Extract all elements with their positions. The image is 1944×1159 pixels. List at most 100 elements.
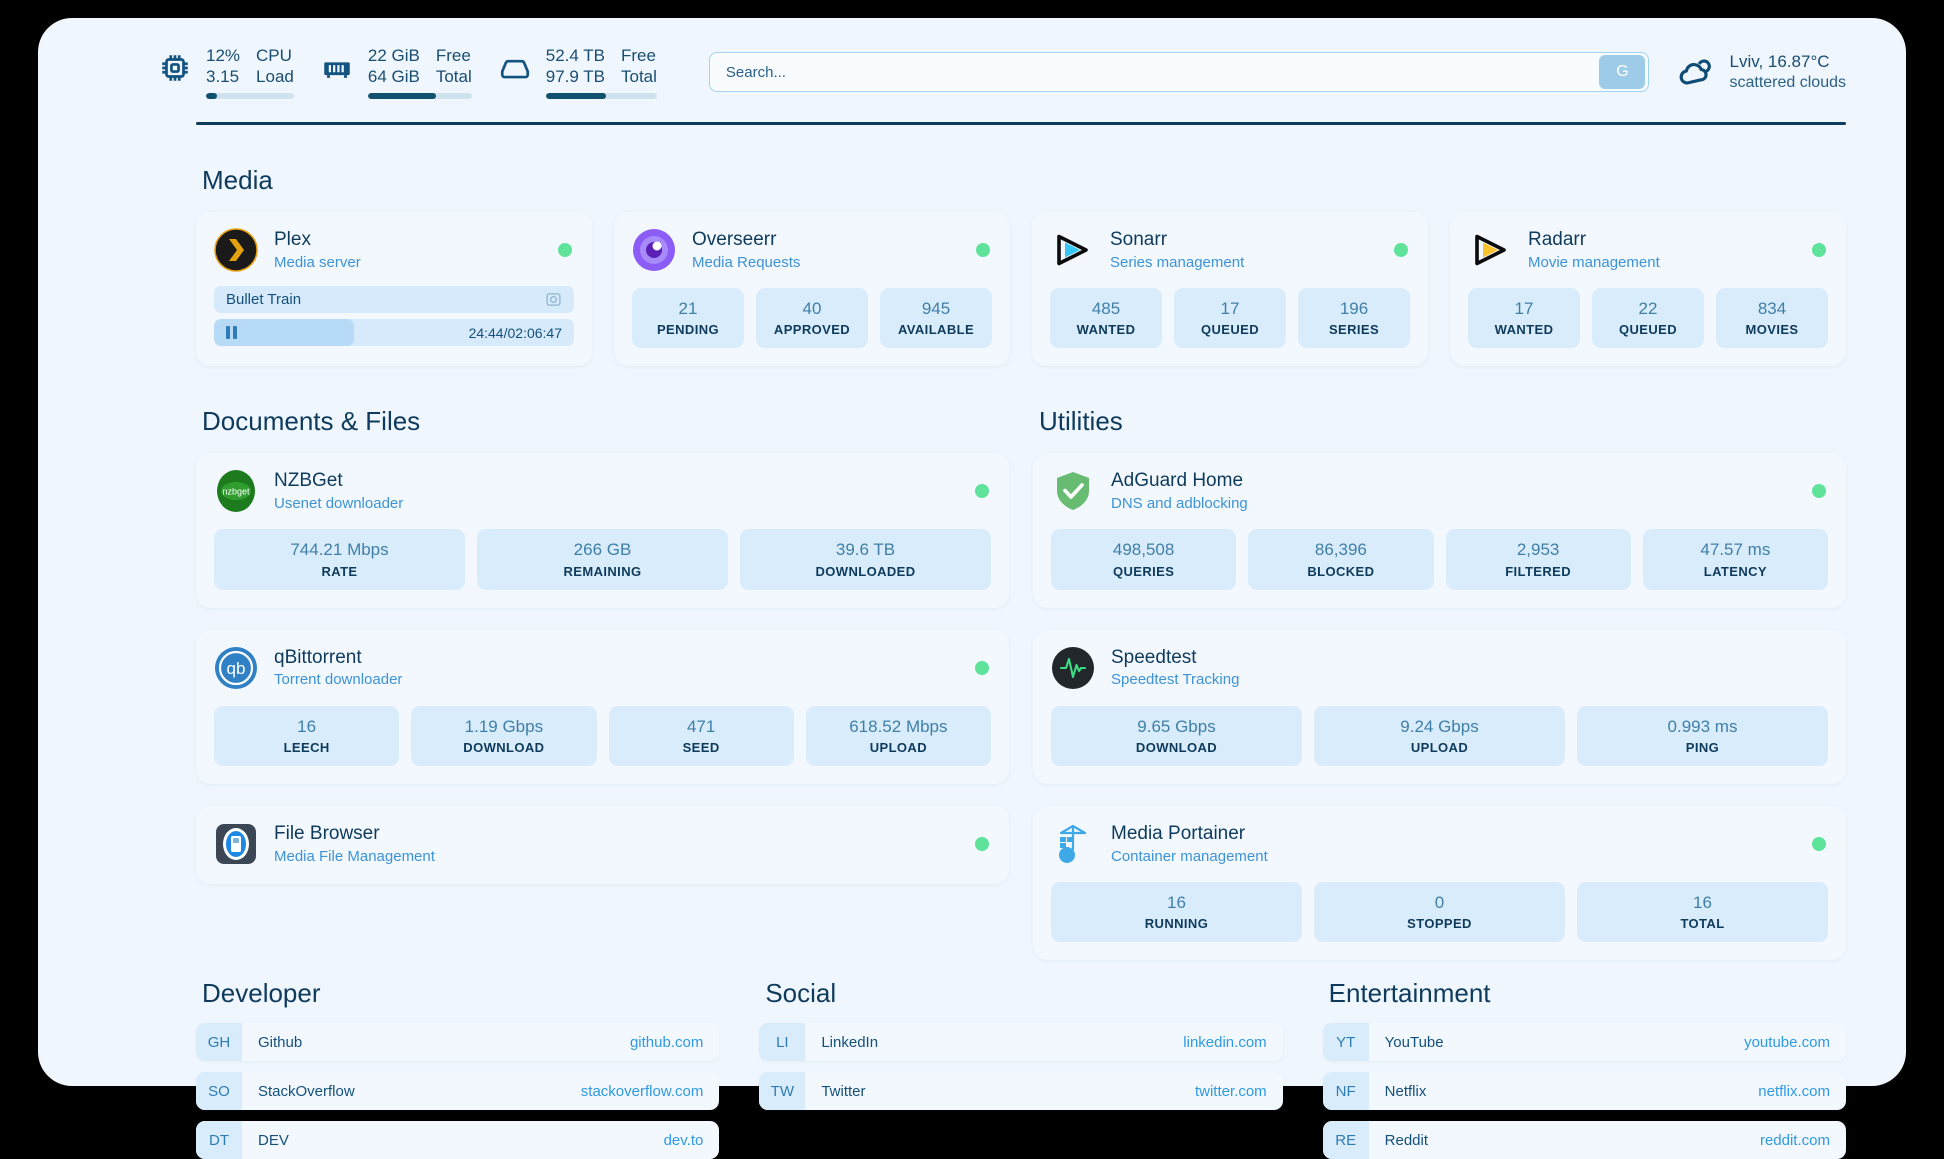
bookmark-name: Twitter (821, 1082, 866, 1100)
bookmark-url: twitter.com (1194, 1082, 1267, 1100)
stat-label: UPLOAD (869, 739, 928, 755)
bookmark-item-dev[interactable]: DT DEV dev.to (196, 1121, 720, 1159)
stat-label: LEECH (283, 739, 330, 755)
app-card-speedtest[interactable]: Speedtest Speedtest Tracking 9.65 Gbps D… (1033, 629, 1846, 784)
bookmark-url: netflix.com (1758, 1082, 1830, 1100)
app-card-file-browser[interactable]: File Browser Media File Management (196, 805, 1009, 885)
scattered-clouds-icon (1675, 52, 1715, 92)
disk-usage-bar-fill (545, 93, 606, 100)
memory-label-bottom: Total (435, 67, 472, 86)
weather-location-temp: Lviv, 16.87°C (1729, 51, 1830, 71)
stat-value: 2,953 (1516, 540, 1560, 560)
app-subtitle: Speedtest Tracking (1111, 671, 1240, 689)
cast-icon[interactable] (545, 291, 562, 308)
stat-label: BLOCKED (1307, 563, 1375, 579)
disk-usage-bar (545, 93, 657, 100)
stat-value: 744.21 Mbps (290, 540, 389, 560)
search-box[interactable]: G (708, 52, 1650, 92)
stat-tile: 196 SERIES (1298, 288, 1410, 349)
stat-tile: 266 GB REMAINING (477, 529, 728, 590)
app-card-plex[interactable]: Plex Media server Bullet Train (196, 212, 592, 367)
stat-label: QUEUED (1618, 322, 1678, 338)
app-card-sonarr[interactable]: Sonarr Series management 485 WANTED 17 Q… (1032, 212, 1428, 367)
stat-label: SERIES (1328, 322, 1380, 338)
bookmark-abbr: TW (759, 1072, 806, 1111)
app-subtitle: Series management (1110, 253, 1245, 271)
stat-value: 0.993 ms (1667, 716, 1738, 736)
app-card-adguard-home[interactable]: AdGuard Home DNS and adblocking 498,508 … (1033, 453, 1846, 608)
stat-tile: 1.19 Gbps DOWNLOAD (411, 705, 597, 766)
stat-tile: 0 STOPPED (1314, 882, 1565, 943)
cpu-chip-icon (158, 51, 192, 85)
app-subtitle: DNS and adblocking (1111, 494, 1248, 512)
bookmark-item-twitter[interactable]: TW Twitter twitter.com (759, 1072, 1283, 1111)
stat-value: 266 GB (573, 540, 632, 560)
bookmark-item-linkedin[interactable]: LI LinkedIn linkedin.com (759, 1023, 1283, 1062)
stat-value: 471 (686, 716, 716, 736)
disk-label-bottom: Total (621, 67, 657, 86)
app-name: AdGuard Home (1111, 470, 1244, 492)
status-badge (975, 484, 989, 499)
app-subtitle: Torrent downloader (274, 671, 403, 689)
stat-value: 485 (1091, 299, 1121, 319)
app-subtitle: Media server (274, 253, 361, 271)
pause-icon[interactable] (226, 326, 237, 340)
bookmark-item-netflix[interactable]: NF Netflix netflix.com (1322, 1072, 1846, 1111)
app-card-qbittorrent[interactable]: qb qBittorrent Torrent downloader (196, 629, 1009, 784)
stat-tile: 2,953 FILTERED (1445, 529, 1631, 590)
memory-usage-bar-fill (367, 93, 437, 100)
stat-tile: 17 WANTED (1468, 288, 1580, 349)
bookmark-name: DEV (258, 1131, 289, 1149)
section-title-utilities: Utilities (1039, 406, 1123, 437)
stat-label: RUNNING (1144, 916, 1209, 932)
stat-tile: 22 QUEUED (1592, 288, 1704, 349)
bookmark-url: dev.to (663, 1131, 704, 1149)
header-divider (196, 122, 1846, 125)
stat-value: 196 (1339, 299, 1369, 319)
disk-widget: 52.4 TB 97.9 TB Free Total (498, 45, 657, 100)
bookmark-name: Github (258, 1033, 303, 1051)
app-subtitle: Media Requests (692, 253, 801, 271)
stat-tile: 47.57 ms LATENCY (1642, 529, 1828, 590)
bookmark-item-youtube[interactable]: YT YouTube youtube.com (1322, 1023, 1846, 1062)
bookmark-item-reddit[interactable]: RE Reddit reddit.com (1322, 1121, 1846, 1159)
playback-separator: / (503, 324, 508, 341)
search-submit-button[interactable]: G (1599, 55, 1646, 89)
app-card-overseerr[interactable]: Overseerr Media Requests 21 PENDING 40 A… (614, 212, 1010, 367)
app-subtitle: Movie management (1528, 253, 1660, 271)
portainer-logo-icon (1051, 822, 1095, 866)
playback-duration: 02:06:47 (507, 324, 563, 341)
bookmark-item-stackoverflow[interactable]: SO StackOverflow stackoverflow.com (196, 1072, 720, 1111)
stat-label: FILTERED (1505, 563, 1572, 579)
bookmark-name: YouTube (1384, 1033, 1444, 1051)
now-playing-row[interactable]: Bullet Train (214, 286, 574, 314)
stat-row: 17 WANTED 22 QUEUED 834 MOVIES (1468, 288, 1828, 349)
stat-label: TOTAL (1680, 916, 1725, 932)
bookmark-abbr: YT (1322, 1023, 1369, 1062)
stat-value: 9.24 Gbps (1400, 716, 1479, 736)
radarr-logo-icon (1468, 228, 1512, 272)
bookmark-abbr: NF (1322, 1072, 1369, 1111)
app-card-radarr[interactable]: Radarr Movie management 17 WANTED 22 QUE… (1450, 212, 1846, 367)
stat-label: QUEUED (1200, 322, 1260, 338)
plex-logo-icon (214, 228, 258, 272)
bookmark-url: youtube.com (1744, 1033, 1830, 1051)
search-input[interactable] (709, 53, 1600, 91)
stat-label: DOWNLOAD (463, 739, 545, 755)
stat-label: WANTED (1076, 322, 1136, 338)
stat-tile: 17 QUEUED (1174, 288, 1286, 349)
speedtest-pulse-icon (1051, 646, 1095, 690)
search-area: G (683, 52, 1676, 92)
memory-widget: 22 GiB 64 GiB Free Total (320, 45, 472, 100)
app-card-media-portainer[interactable]: Media Portainer Container management 16 … (1033, 805, 1846, 961)
svg-text:nzbget: nzbget (222, 487, 250, 497)
app-name: Media Portainer (1111, 822, 1246, 844)
bookmark-item-github[interactable]: GH Github github.com (196, 1023, 720, 1062)
bookmark-group-social: Social LI LinkedIn linkedin.com TW Twitt… (759, 978, 1283, 1159)
stat-tile: 834 MOVIES (1716, 288, 1828, 349)
memory-ram-icon (320, 51, 354, 85)
app-card-nzbget[interactable]: nzbget NZBGet Usenet downloader 74 (196, 453, 1009, 608)
qbittorrent-logo-icon: qb (214, 646, 258, 690)
playback-progress-bar[interactable]: 24:44/02:06:47 (214, 319, 574, 347)
dashboard-frame: 12% 3.15 CPU Load (38, 18, 1906, 1159)
